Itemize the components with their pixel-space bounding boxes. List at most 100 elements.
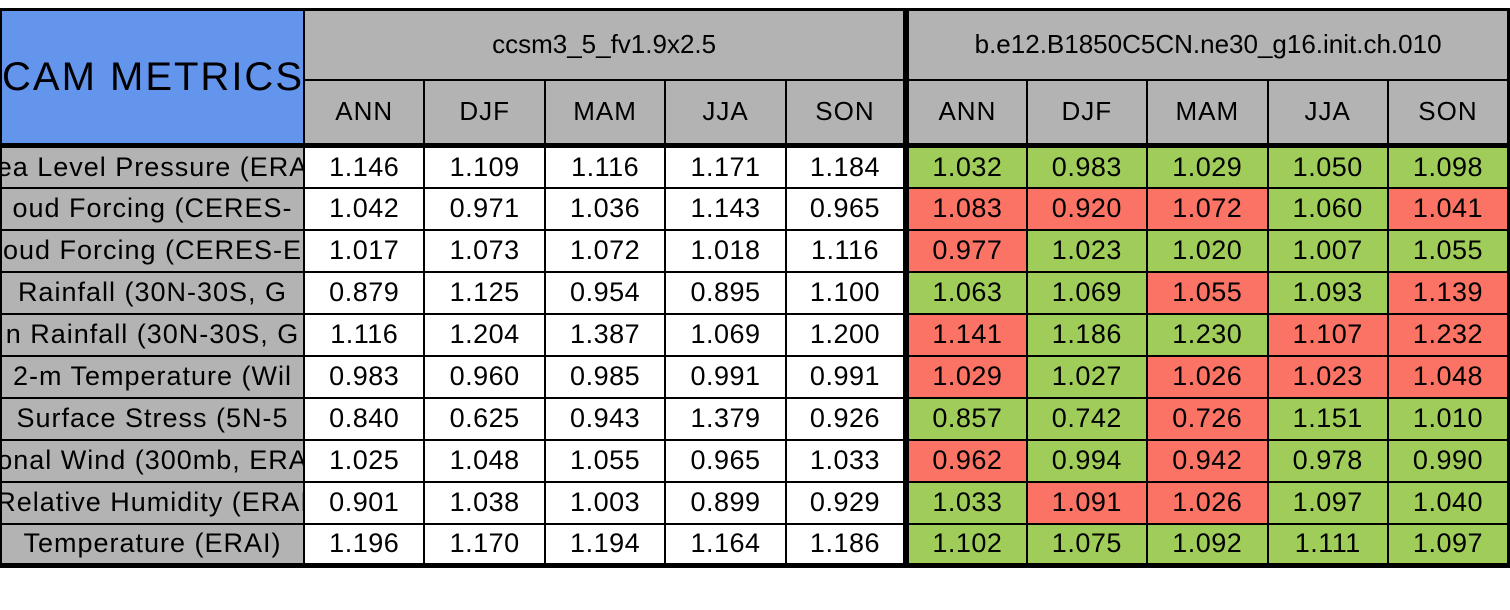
model1-value-cell: 1.025: [302, 438, 426, 483]
metric-label-cell: oud Forcing (CERES-: [0, 186, 305, 231]
model1-value-cell: 1.018: [664, 228, 787, 273]
metric-label-clip: Surface Stress (5N-5: [2, 403, 303, 434]
metric-label: oud Forcing (CERES-E: [2, 235, 303, 265]
metric-label-clip: Relative Humidity (ERAI: [2, 487, 303, 518]
model2-value-cell-red: 0.726: [1146, 396, 1269, 441]
cam-metrics-table: CAM METRICS ccsm3_5_fv1.9x2.5 b.e12.B185…: [0, 8, 1510, 568]
model1-value-cell: 1.100: [784, 270, 908, 315]
model2-value-cell-red: 1.026: [1146, 480, 1269, 525]
model1-value-cell: 1.387: [543, 312, 667, 357]
metric-row: oud Forcing (CERES- 1.042 0.971 1.036 1.143 0…: [0, 186, 1510, 231]
model1-value-cell: 1.073: [423, 228, 546, 273]
metric-row: ea Level Pressure (ERA 1.146 1.109 1.116 1.1…: [0, 144, 1510, 189]
model2-value-cell-red: 1.055: [1146, 270, 1269, 315]
model1-value-cell: 1.200: [784, 312, 908, 357]
model1-value-cell: 1.036: [543, 186, 667, 231]
model1-value-cell: 0.929: [784, 480, 908, 525]
model2-value-cell-red: 0.962: [903, 438, 1028, 483]
model2-value-cell-green: 1.111: [1266, 522, 1389, 567]
model1-value-cell: 0.991: [784, 354, 908, 399]
model1-value-cell: 1.171: [664, 144, 787, 189]
model1-value-cell: 1.116: [302, 312, 426, 357]
model2-value-cell-green: 1.063: [903, 270, 1028, 315]
model2-value-cell-red: 0.920: [1025, 186, 1149, 231]
model-header-row: CAM METRICS ccsm3_5_fv1.9x2.5 b.e12.B185…: [0, 8, 1510, 147]
model2-value-cell-green: 1.097: [1266, 480, 1389, 525]
model2-value-cell-red: 1.072: [1146, 186, 1269, 231]
metric-label: onal Wind (300mb, ERA: [2, 445, 303, 475]
metric-label: n Rainfall (30N-30S, G: [5, 319, 300, 349]
model1-value-cell: 0.895: [664, 270, 787, 315]
model2-value-cell-green: 1.098: [1386, 144, 1510, 189]
season-header-djf-1: DJF: [423, 78, 546, 147]
model2-value-cell-green: 1.027: [1025, 354, 1149, 399]
model1-value-cell: 1.194: [543, 522, 667, 567]
metric-label: ea Level Pressure (ERA: [2, 151, 303, 182]
metric-label-clip: onal Wind (300mb, ERA: [2, 445, 303, 476]
season-header-ann-1: ANN: [302, 78, 426, 147]
metric-row: Relative Humidity (ERAI 0.901 1.038 1.003 0.…: [0, 480, 1510, 525]
model2-value-cell-red: 0.977: [903, 228, 1028, 273]
model2-value-cell-green: 1.023: [1025, 228, 1149, 273]
model1-value-cell: 1.042: [302, 186, 426, 231]
model1-value-cell: 1.109: [423, 144, 546, 189]
table-title: CAM METRICS: [0, 8, 305, 147]
season-header-ann-2: ANN: [903, 78, 1028, 147]
model1-value-cell: 1.033: [784, 438, 908, 483]
model1-value-cell: 1.116: [784, 228, 908, 273]
metric-row: 2-m Temperature (Wil 0.983 0.960 0.985 0.991…: [0, 354, 1510, 399]
model2-value-cell-green: 1.050: [1266, 144, 1389, 189]
metric-label-clip: oud Forcing (CERES-: [2, 193, 303, 224]
model2-value-cell-green: 1.069: [1025, 270, 1149, 315]
model2-value-cell-green: 1.102: [903, 522, 1028, 567]
season-header-djf-2: DJF: [1025, 78, 1149, 147]
metric-row: oud Forcing (CERES-E 1.017 1.073 1.072 1.018…: [0, 228, 1510, 273]
model1-value-cell: 0.899: [664, 480, 787, 525]
model2-value-cell-green: 0.742: [1025, 396, 1149, 441]
model2-value-cell-red: 1.029: [903, 354, 1028, 399]
model2-value-cell-green: 0.978: [1266, 438, 1389, 483]
model2-value-cell-green: 1.055: [1386, 228, 1510, 273]
model1-value-cell: 0.954: [543, 270, 667, 315]
metric-label-clip: oud Forcing (CERES-E: [2, 235, 303, 266]
model1-value-cell: 1.055: [543, 438, 667, 483]
model1-value-cell: 1.196: [302, 522, 426, 567]
model2-value-cell-green: 1.033: [903, 480, 1028, 525]
metric-label-clip: Temperature (ERAI): [2, 528, 303, 559]
model2-value-cell-green: 0.994: [1025, 438, 1149, 483]
model2-value-cell-green: 1.007: [1266, 228, 1389, 273]
season-header-row: ANN DJF MAM JJA SON ANN DJF MAM JJA SON: [1, 78, 1510, 147]
model1-value-cell: 1.038: [423, 480, 546, 525]
model1-value-cell: 0.943: [543, 396, 667, 441]
model1-value-cell: 1.170: [423, 522, 546, 567]
metric-label-cell: oud Forcing (CERES-E: [0, 228, 305, 273]
model1-value-cell: 0.960: [423, 354, 546, 399]
season-header-mam-1: MAM: [543, 78, 667, 147]
metric-label: 2-m Temperature (Wil: [12, 361, 293, 391]
model2-value-cell-green: 1.093: [1266, 270, 1389, 315]
model2-value-cell-green: 0.990: [1386, 438, 1510, 483]
model2-value-cell-green: 0.983: [1025, 144, 1149, 189]
model2-value-cell-red: 1.091: [1025, 480, 1149, 525]
metric-label-cell: 2-m Temperature (Wil: [0, 354, 305, 399]
model2-value-cell-green: 1.075: [1025, 522, 1149, 567]
metric-label-clip: n Rainfall (30N-30S, G: [2, 319, 303, 350]
metric-row: Surface Stress (5N-5 0.840 0.625 0.943 1.379…: [0, 396, 1510, 441]
model1-value-cell: 1.003: [543, 480, 667, 525]
metric-label-clip: Rainfall (30N-30S, G: [2, 277, 303, 308]
metric-row: n Rainfall (30N-30S, G 1.116 1.204 1.387 1.0…: [0, 312, 1510, 357]
metrics-table-body: ea Level Pressure (ERA 1.146 1.109 1.116 1.1…: [0, 144, 1510, 567]
season-header-son-1: SON: [784, 78, 908, 147]
model2-value-cell-green: 1.040: [1386, 480, 1510, 525]
model2-value-cell-red: 0.942: [1146, 438, 1269, 483]
season-header-jja-2: JJA: [1266, 78, 1389, 147]
model2-name-header: b.e12.B1850C5CN.ne30_g16.init.ch.010: [903, 8, 1510, 81]
model1-value-cell: 1.184: [784, 144, 908, 189]
model2-value-cell-green: 1.020: [1146, 228, 1269, 273]
model2-value-cell-red: 1.048: [1386, 354, 1510, 399]
model1-value-cell: 0.879: [302, 270, 426, 315]
metric-label-cell: Relative Humidity (ERAI: [0, 480, 305, 525]
metric-label-cell: Surface Stress (5N-5: [0, 396, 305, 441]
model1-value-cell: 1.048: [423, 438, 546, 483]
